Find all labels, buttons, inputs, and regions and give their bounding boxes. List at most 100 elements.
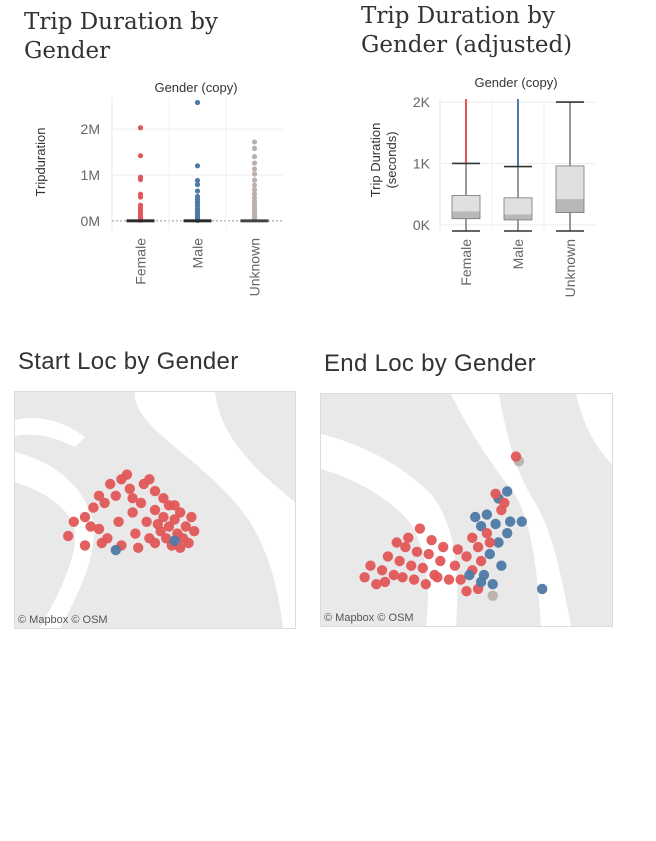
data-point [137,153,144,159]
map-point [505,516,516,527]
map-point [110,490,122,501]
map-point [169,500,180,511]
map-canvas[interactable] [321,394,612,626]
map-point [490,488,501,499]
median-bar [240,219,269,223]
map-point [144,474,155,485]
map-point [481,509,493,520]
map-point [470,511,481,523]
chart-header: Gender (copy) [154,80,237,95]
y-axis-label-line-2: (seconds) [384,131,399,188]
map-point [135,497,147,509]
map-point [452,544,463,555]
map-point [420,579,431,590]
map-point [475,521,487,532]
data-point [137,125,144,131]
map-point [481,528,493,539]
scatter-chart: Gender (copy) Tripduration 0M 1M 2M Female… [33,80,283,297]
map-point [169,535,180,546]
land-shape [15,482,76,628]
map-point [484,548,495,560]
box-lower [504,214,532,220]
map-point [149,537,161,549]
median-bar [126,219,155,223]
data-point [251,182,258,188]
chart-header: Gender (copy) [474,75,557,90]
map-point [155,526,166,537]
map-point [461,586,472,597]
map-point [397,572,408,583]
box-plot-chart: Gender (copy) Trip Duration (seconds) 0K… [368,75,596,298]
map-point [79,511,91,523]
map-points [63,469,200,556]
map-point [438,541,449,553]
y-tick-label: 1M [81,167,100,183]
y-tick-labels: 0M 1M 2M [81,121,100,229]
map-point [121,469,133,480]
box-outline [555,165,585,213]
water-shape [576,394,612,464]
map-point [406,560,417,571]
map-point [99,497,110,509]
box-outline [503,197,533,221]
map-attribution: © Mapbox © OSM [18,614,108,626]
x-tick-labels: Female Male Unknown [133,238,263,297]
y-tick-label: 2K [413,94,431,110]
map-title: Start Loc by Gender [18,348,239,375]
map-title: End Loc by Gender [324,350,536,377]
map-point [510,451,522,462]
x-tick-label: Female [458,239,474,286]
map-point [516,516,527,527]
map-point [68,516,79,527]
map-point [449,560,461,571]
start-location-map[interactable]: © Mapbox © OSM [14,391,296,629]
boxes [451,99,585,232]
data-point [251,139,258,145]
x-tick-labels: Female Male Unknown [458,239,578,298]
data-point [194,181,201,188]
map-point [455,574,466,585]
map-point [371,579,382,590]
box-outline [451,194,481,220]
map-point [391,537,402,548]
data-point [194,163,201,169]
map-points [359,451,548,601]
chart-title: Trip Duration by Gender [24,9,218,64]
y-axis-label-line-1: Trip Duration [368,123,383,198]
map-point [379,576,391,588]
map-point [189,526,200,537]
map-point [93,523,105,535]
water-shape [15,392,295,628]
map-point [130,528,141,539]
x-tick-label: Unknown [562,239,578,297]
y-axis-label: Tripduration [33,128,48,197]
map-point [113,516,124,527]
map-point [79,540,91,551]
data-point [194,177,201,184]
map-point [133,542,144,553]
map-point [475,555,487,567]
box-lower [556,199,584,213]
end-location-map[interactable]: © Mapbox © OSM [320,393,613,627]
data-point [251,177,258,183]
y-tick-label: 2M [81,121,100,137]
map-point [502,528,513,539]
map-point [149,504,161,516]
map-point [394,555,405,567]
data-point [251,154,258,160]
data-point [251,191,258,197]
y-tick-label: 0K [413,217,431,233]
map-point [537,583,548,595]
x-tick-label: Female [133,238,149,285]
map-point [105,478,116,490]
map-point [417,562,428,574]
map-point [414,523,426,534]
map-point [175,507,186,518]
map-point [149,485,161,497]
map-canvas[interactable] [15,392,295,628]
map-point [499,497,510,509]
map-point [85,521,96,532]
map-point [426,535,437,546]
data-point [137,176,144,183]
chart-trip-duration-adjusted: Trip Duration by Gender (adjusted) Gende… [330,0,656,320]
